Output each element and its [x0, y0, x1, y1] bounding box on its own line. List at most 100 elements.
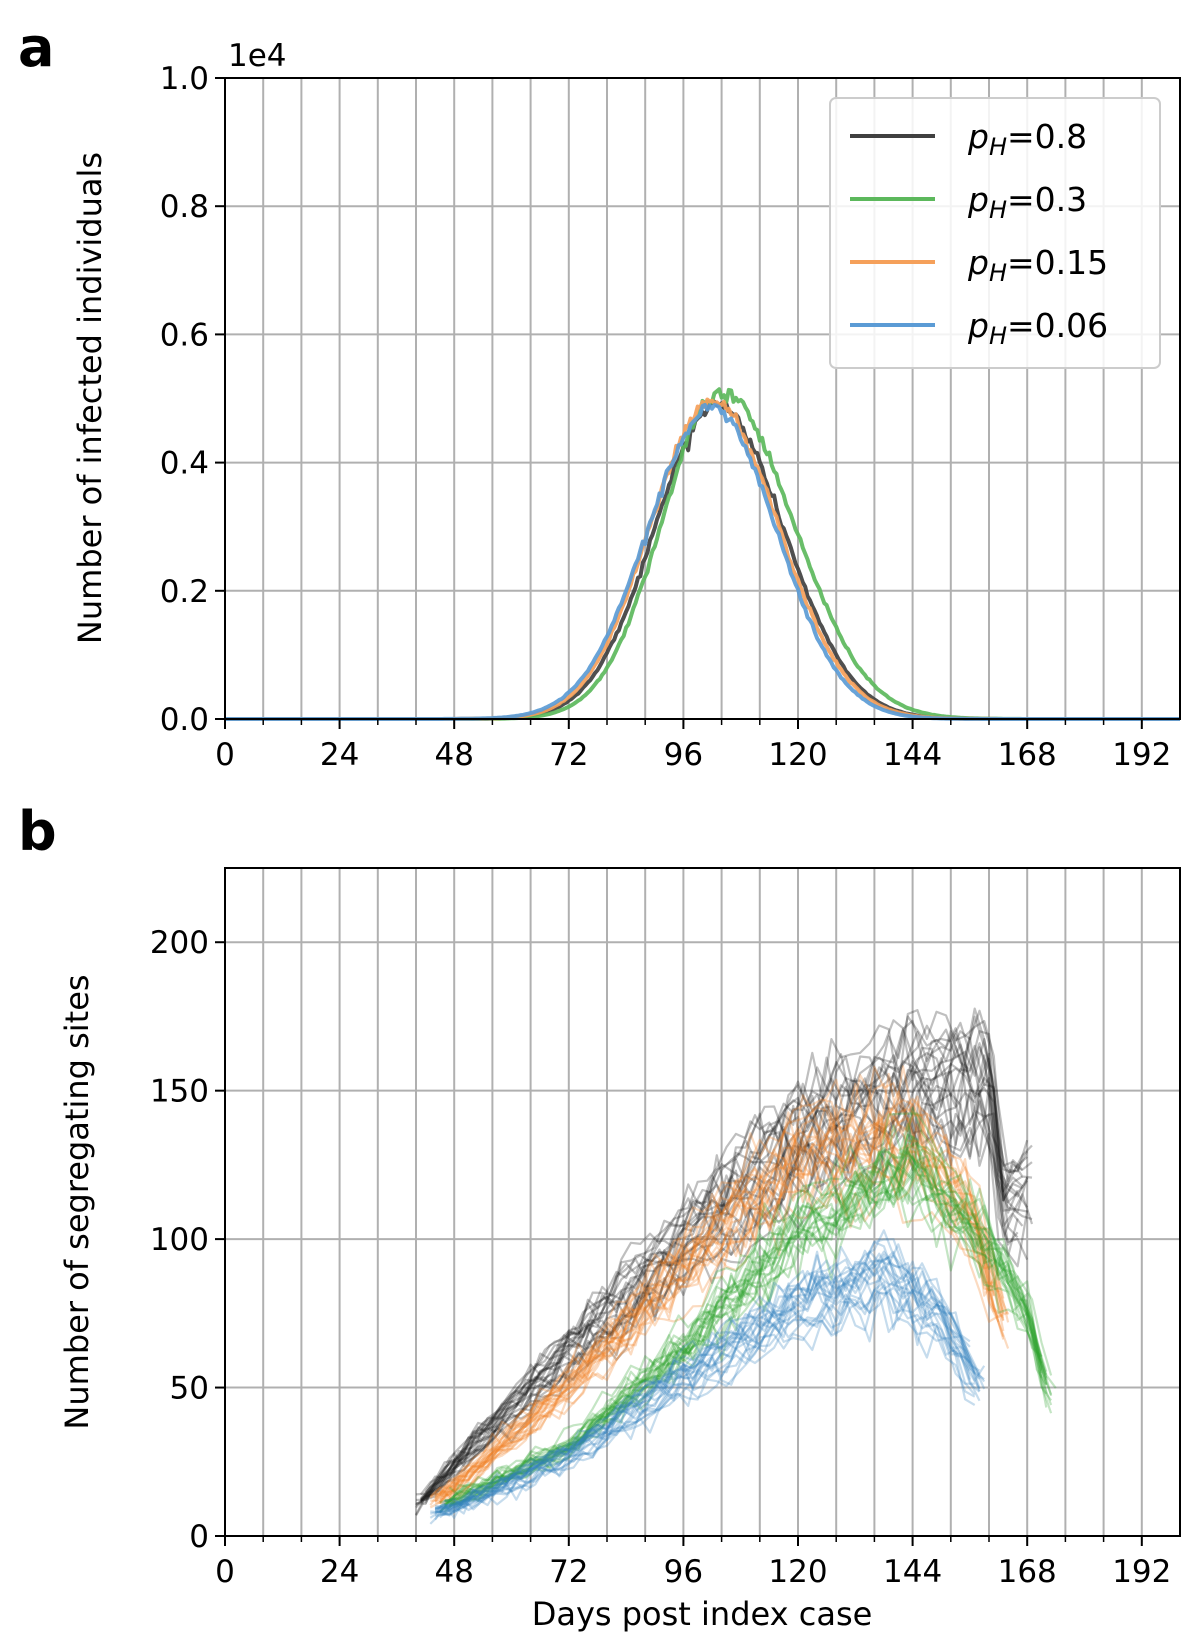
replicate-line — [429, 1113, 1005, 1509]
replicate-line — [429, 1275, 975, 1519]
replicate-line — [439, 1151, 1053, 1509]
panel-a-ylabel: Number of infected individuals — [71, 152, 109, 644]
replicate-line — [429, 1090, 995, 1498]
replicate-line — [439, 1149, 1043, 1513]
panel-a-letter: a — [18, 16, 54, 79]
replicate-line — [419, 1007, 1033, 1500]
legend-item: pH=0.15 — [850, 243, 1108, 287]
replicate-line — [419, 1067, 1024, 1501]
panel-a-legend: pH=0.8 pH=0.3 pH=0.15 pH=0.06 — [829, 97, 1161, 369]
x-tick-label: 72 — [549, 737, 588, 773]
legend-item: pH=0.06 — [850, 306, 1108, 350]
replicate-line — [430, 1243, 986, 1515]
replicate-line — [434, 1133, 1000, 1502]
replicate-line — [430, 1252, 976, 1514]
replicate-line — [439, 1110, 1005, 1504]
replicate-line — [439, 1292, 976, 1514]
y-tick-label: 0.2 — [160, 574, 209, 610]
panel-a-chart: 0 24 48 72 96 120 144 168 1920.00.20.40.60.81.0 … — [71, 38, 1181, 773]
replicate-line — [444, 1148, 1048, 1503]
replicate-line — [424, 1021, 1028, 1493]
x-tick-label: 96 — [664, 1554, 703, 1590]
replicate-line — [415, 1054, 1029, 1516]
panel-a-series — [225, 387, 1180, 721]
y-tick-label: 50 — [170, 1371, 209, 1407]
panel-a-frame — [224, 77, 1181, 720]
x-tick-label: 72 — [549, 1554, 588, 1590]
series-line — [225, 397, 1180, 721]
replicate-line — [439, 1136, 1005, 1496]
x-tick-label: 24 — [320, 737, 359, 773]
replicate-line — [438, 1072, 1005, 1495]
y-tick-label: 200 — [150, 925, 209, 961]
replicate-line — [429, 1264, 986, 1525]
replicate-line — [434, 1281, 981, 1510]
replicate-line — [434, 1253, 981, 1519]
replicate-line — [434, 1098, 1000, 1499]
replicate-line — [420, 1024, 1033, 1501]
replicate-line — [415, 1019, 1029, 1505]
x-tick-label: 168 — [998, 1554, 1057, 1590]
y-tick-label: 0 — [189, 1519, 209, 1555]
replicate-line — [435, 1284, 981, 1514]
replicate-line — [419, 1062, 1023, 1503]
panel-b-xlabel: Days post index case — [532, 1595, 873, 1633]
replicate-line — [439, 1250, 985, 1512]
replicate-line — [434, 1065, 1000, 1498]
legend-box — [829, 97, 1161, 369]
replicate-line — [415, 1099, 1029, 1517]
replicate-line — [444, 1106, 1048, 1502]
replicate-line — [420, 1015, 1023, 1502]
replicate-line — [420, 1054, 1034, 1504]
y-tick-label: 0.6 — [160, 317, 209, 353]
replicate-line — [434, 1255, 971, 1512]
panel-a-ticks: 0 24 48 72 96 120 144 168 192 0.0 0.2 0.4 0.6 0.8 1.0 — [160, 61, 1172, 773]
replicate-line — [448, 1123, 1043, 1508]
replicate-line — [439, 1125, 1005, 1501]
legend-label: pH=0.06 — [967, 306, 1108, 350]
replicate-line — [415, 1009, 1029, 1506]
replicate-line — [449, 1133, 1043, 1507]
replicate-line — [434, 1139, 1009, 1502]
legend-label: pH=0.8 — [967, 117, 1087, 161]
replicate-line — [443, 1172, 1048, 1506]
replicate-line — [424, 1042, 1029, 1502]
replicate-line — [420, 1060, 1033, 1501]
replicate-line — [444, 1148, 1048, 1511]
replicate-line — [439, 1159, 1043, 1508]
replicate-line — [415, 1084, 1029, 1502]
replicate-line — [425, 1067, 1029, 1498]
x-tick-label: 192 — [1112, 1554, 1171, 1590]
replicate-line — [443, 1149, 1048, 1508]
replicate-line — [434, 1171, 1000, 1504]
replicate-line — [434, 1229, 971, 1514]
replicate-line — [424, 1092, 1019, 1499]
x-tick-label: 0 — [215, 1554, 235, 1590]
replicate-line — [448, 1112, 1053, 1508]
replicate-line — [434, 1250, 971, 1516]
replicate-line — [444, 1169, 1048, 1503]
replicate-line — [439, 1288, 976, 1516]
replicate-line — [434, 1065, 1010, 1500]
replicate-line — [448, 1145, 1043, 1507]
legend-label: pH=0.15 — [967, 243, 1108, 287]
replicate-line — [439, 1103, 1005, 1497]
replicate-line — [424, 1043, 1029, 1505]
series-line — [225, 387, 1180, 721]
x-tick-label: 24 — [320, 1554, 359, 1590]
replicate-line — [429, 1094, 1005, 1498]
legend-item: pH=0.8 — [850, 117, 1087, 161]
replicate-line — [439, 1186, 1053, 1513]
panel-b-series — [415, 1007, 1057, 1525]
panel-b-ylabel: Number of segregating sites — [58, 974, 96, 1429]
series-line — [225, 399, 1180, 721]
replicate-line — [434, 1100, 1010, 1498]
replicate-line — [449, 1155, 1043, 1500]
panel-b-frame — [224, 867, 1181, 1537]
y-tick-label: 0.8 — [160, 189, 209, 225]
replicate-line — [419, 1044, 1024, 1502]
replicate-line — [434, 1249, 981, 1511]
series-line — [225, 402, 1180, 721]
replicate-line — [443, 1135, 1048, 1506]
